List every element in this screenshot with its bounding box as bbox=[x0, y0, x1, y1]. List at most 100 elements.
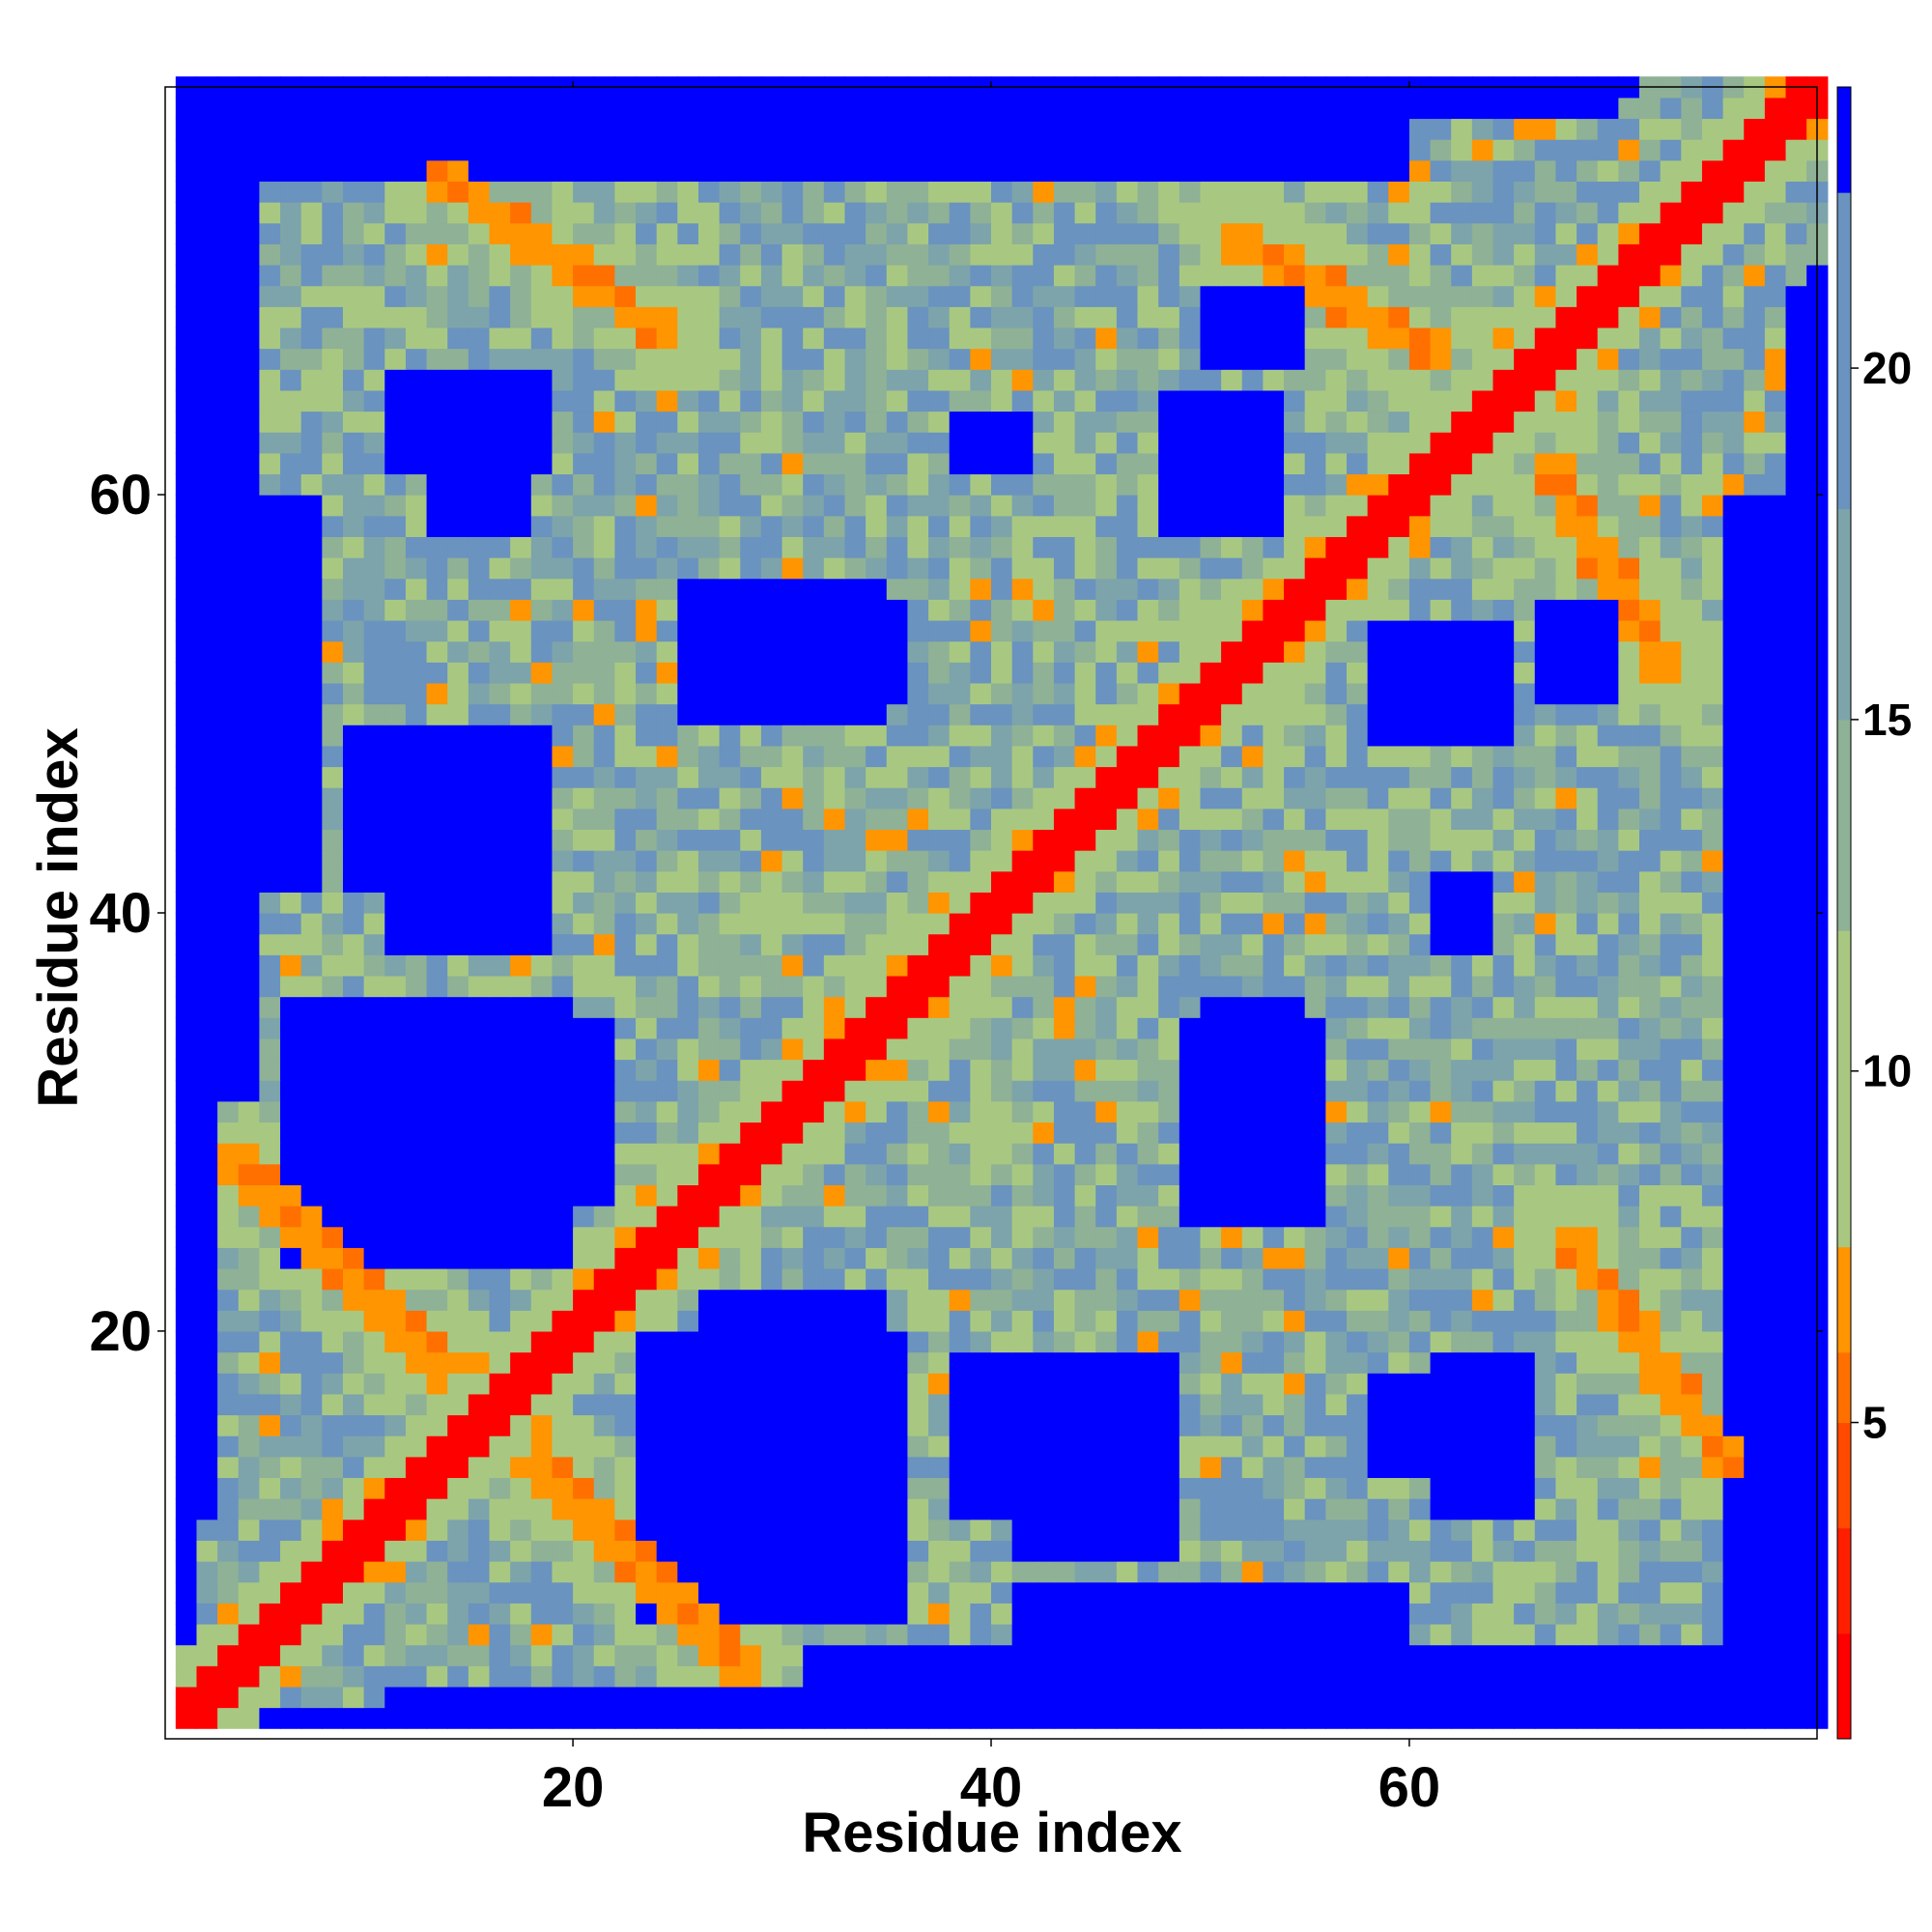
heatmap-cell bbox=[447, 870, 469, 893]
heatmap-cell bbox=[1701, 1477, 1724, 1499]
heatmap-cell bbox=[991, 766, 1013, 788]
heatmap-cell bbox=[1555, 829, 1577, 851]
heatmap-cell bbox=[1367, 1037, 1389, 1061]
heatmap-cell bbox=[866, 1267, 888, 1291]
heatmap-cell bbox=[991, 432, 1013, 454]
heatmap-cell bbox=[1158, 1163, 1180, 1185]
heatmap-cell bbox=[530, 1037, 554, 1061]
heatmap-cell bbox=[447, 411, 469, 433]
heatmap-cell bbox=[342, 850, 365, 872]
heatmap-cell bbox=[300, 1247, 323, 1269]
heatmap-cell bbox=[1701, 766, 1724, 788]
heatmap-cell bbox=[489, 1247, 511, 1269]
heatmap-cell bbox=[1053, 1310, 1076, 1332]
heatmap-cell bbox=[907, 662, 929, 684]
heatmap-cell bbox=[1555, 913, 1577, 935]
heatmap-cell bbox=[1681, 1206, 1703, 1228]
heatmap-cell bbox=[447, 1644, 469, 1666]
heatmap-cell bbox=[196, 640, 218, 663]
heatmap-cell bbox=[384, 411, 407, 433]
heatmap-cell bbox=[886, 682, 909, 705]
heatmap-cell bbox=[1033, 913, 1055, 935]
heatmap-cell bbox=[1137, 452, 1159, 475]
heatmap-cell bbox=[1701, 473, 1724, 496]
heatmap-cell bbox=[928, 599, 951, 621]
heatmap-cell bbox=[760, 1310, 783, 1332]
heatmap-cell bbox=[196, 1665, 218, 1688]
heatmap-cell bbox=[1577, 996, 1599, 1018]
heatmap-cell bbox=[1534, 495, 1557, 517]
heatmap-cell bbox=[740, 1686, 762, 1709]
heatmap-cell bbox=[1660, 1540, 1682, 1562]
heatmap-cell bbox=[677, 1393, 699, 1416]
heatmap-cell bbox=[342, 1477, 365, 1499]
heatmap-cell bbox=[1451, 1267, 1473, 1291]
heatmap-cell bbox=[259, 766, 281, 788]
heatmap-cell bbox=[342, 1707, 365, 1729]
heatmap-cell bbox=[886, 766, 909, 788]
heatmap-cell bbox=[1618, 1037, 1640, 1061]
heatmap-cell bbox=[949, 1581, 971, 1604]
heatmap-cell bbox=[510, 599, 532, 621]
heatmap-cell bbox=[1534, 724, 1557, 747]
heatmap-cell bbox=[217, 536, 240, 558]
heatmap-cell bbox=[342, 515, 365, 537]
heatmap-cell bbox=[823, 1100, 846, 1123]
heatmap-cell bbox=[1785, 1247, 1807, 1269]
heatmap-cell bbox=[1764, 1519, 1787, 1541]
heatmap-cell bbox=[823, 1540, 846, 1562]
heatmap-cell bbox=[1471, 1373, 1494, 1395]
heatmap-cell bbox=[928, 1456, 951, 1479]
heatmap-cell bbox=[1514, 1310, 1536, 1332]
heatmap-cell bbox=[949, 432, 971, 454]
heatmap-cell bbox=[781, 411, 804, 433]
heatmap-cell bbox=[740, 1017, 762, 1039]
heatmap-cell bbox=[719, 515, 741, 537]
heatmap-cell bbox=[217, 1330, 240, 1353]
heatmap-cell bbox=[740, 1122, 762, 1144]
heatmap-cell bbox=[1618, 954, 1640, 977]
heatmap-cell bbox=[697, 1100, 721, 1123]
heatmap-cell bbox=[1555, 662, 1577, 684]
heatmap-cell bbox=[1471, 411, 1494, 433]
heatmap-cell bbox=[1408, 536, 1432, 558]
heatmap-cell bbox=[322, 1206, 344, 1228]
heatmap-cell bbox=[1346, 745, 1369, 768]
heatmap-cell bbox=[593, 787, 615, 810]
heatmap-cell bbox=[1074, 411, 1096, 433]
heatmap-cell bbox=[1095, 432, 1118, 454]
heatmap-cell bbox=[760, 996, 783, 1018]
heatmap-cell bbox=[426, 1644, 448, 1666]
heatmap-cell bbox=[760, 1665, 783, 1688]
heatmap-cell bbox=[1618, 1561, 1640, 1583]
heatmap-cell bbox=[468, 1540, 491, 1562]
heatmap-cell bbox=[1785, 1163, 1807, 1185]
heatmap-cell bbox=[510, 1665, 532, 1688]
heatmap-cell bbox=[1325, 933, 1348, 955]
heatmap-cell bbox=[468, 766, 491, 788]
heatmap-cell bbox=[489, 1519, 511, 1541]
heatmap-cell bbox=[803, 536, 825, 558]
heatmap-cell bbox=[468, 515, 491, 537]
heatmap-cell bbox=[573, 1456, 595, 1479]
heatmap-cell bbox=[636, 1477, 658, 1499]
heatmap-cell bbox=[530, 1477, 554, 1499]
heatmap-cell bbox=[1033, 1226, 1055, 1248]
heatmap-cell bbox=[363, 1226, 385, 1248]
heatmap-cell bbox=[1618, 745, 1640, 768]
heatmap-cell bbox=[1011, 1393, 1034, 1416]
heatmap-cell bbox=[656, 954, 678, 977]
heatmap-cell bbox=[238, 452, 261, 475]
heatmap-cell bbox=[1555, 515, 1577, 537]
heatmap-cell bbox=[510, 870, 532, 893]
heatmap-cell bbox=[196, 1623, 218, 1646]
heatmap-cell bbox=[363, 1603, 385, 1625]
heatmap-cell bbox=[697, 870, 721, 893]
heatmap-cell bbox=[1701, 745, 1724, 768]
heatmap-cell bbox=[1179, 473, 1202, 496]
heatmap-cell bbox=[1137, 933, 1159, 955]
heatmap-cell bbox=[196, 1581, 218, 1604]
heatmap-cell bbox=[760, 1037, 783, 1061]
heatmap-cell bbox=[844, 599, 867, 621]
heatmap-cell bbox=[447, 495, 469, 517]
